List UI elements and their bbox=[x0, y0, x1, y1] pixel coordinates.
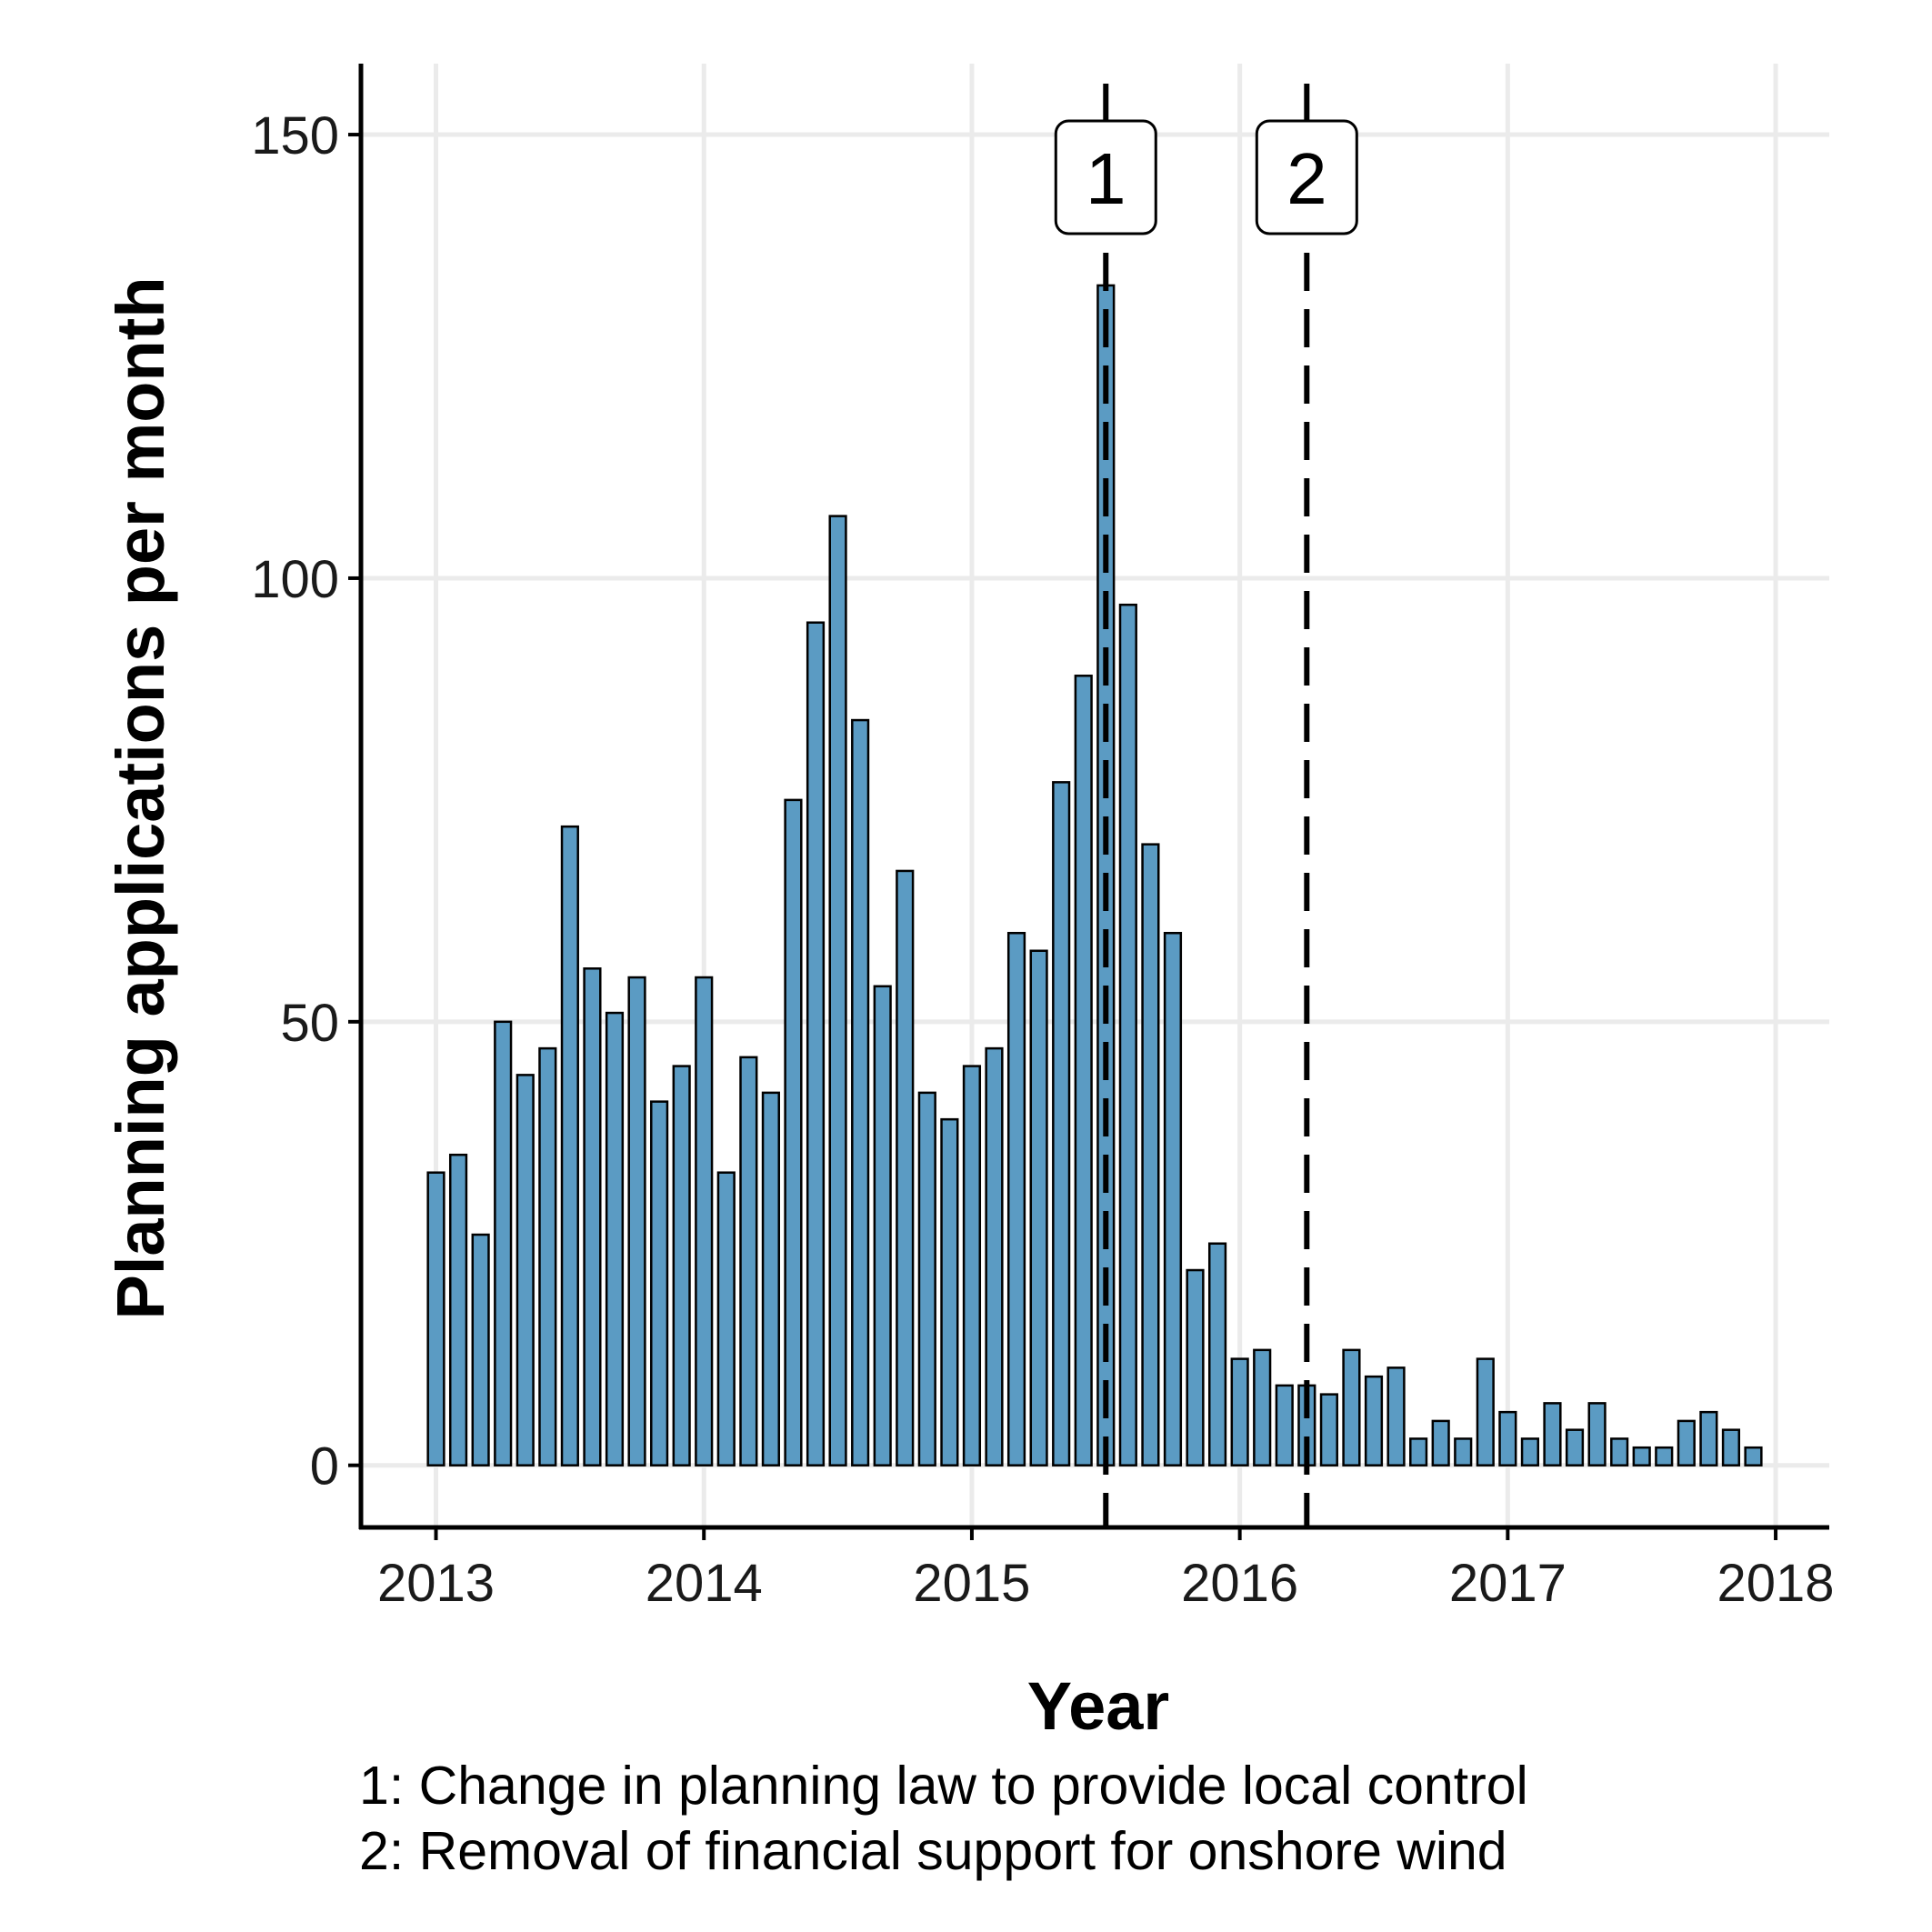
bar bbox=[516, 1074, 535, 1467]
bar bbox=[1721, 1428, 1741, 1467]
x-tick-label: 2013 bbox=[377, 1554, 495, 1613]
bar bbox=[1364, 1375, 1384, 1467]
bar bbox=[627, 976, 646, 1467]
bar bbox=[716, 1171, 736, 1467]
x-tick-label: 2014 bbox=[646, 1554, 763, 1613]
bar bbox=[1632, 1446, 1651, 1467]
bar bbox=[426, 1171, 445, 1467]
bar bbox=[1275, 1384, 1294, 1467]
bar bbox=[1319, 1393, 1338, 1467]
bar bbox=[1543, 1402, 1562, 1467]
bar bbox=[806, 621, 826, 1467]
x-tick-label: 2016 bbox=[1181, 1554, 1298, 1613]
bar bbox=[650, 1100, 669, 1467]
bar bbox=[583, 967, 602, 1467]
bar bbox=[1118, 603, 1137, 1467]
bar bbox=[1431, 1419, 1450, 1467]
bar bbox=[1029, 949, 1048, 1467]
bar bbox=[985, 1046, 1004, 1467]
bar bbox=[962, 1065, 982, 1467]
bar bbox=[1587, 1402, 1607, 1467]
grid-lines bbox=[361, 64, 1829, 1527]
y-tick-label: 150 bbox=[251, 106, 339, 165]
bar bbox=[873, 985, 892, 1467]
y-tick-label: 100 bbox=[251, 550, 339, 609]
bar bbox=[1565, 1428, 1585, 1467]
bar bbox=[448, 1153, 468, 1467]
bar bbox=[494, 1020, 513, 1467]
bar bbox=[1342, 1348, 1361, 1467]
bar bbox=[605, 1011, 625, 1467]
bar bbox=[828, 515, 847, 1467]
axes: 0 50 100 150 2013 2014 2015 2016 2017 2018 bbox=[251, 64, 1835, 1613]
y-axis-title: Planning applications per month bbox=[103, 276, 178, 1319]
x-tick-label: 2018 bbox=[1717, 1554, 1835, 1613]
bar bbox=[538, 1046, 557, 1467]
bar bbox=[471, 1233, 490, 1467]
bar bbox=[1386, 1366, 1406, 1467]
bar bbox=[940, 1117, 959, 1467]
bar bbox=[1677, 1419, 1696, 1467]
bar bbox=[672, 1065, 691, 1467]
event-label-box bbox=[1255, 119, 1358, 235]
bar bbox=[1498, 1410, 1517, 1467]
x-tick-label: 2017 bbox=[1449, 1554, 1567, 1613]
x-axis-title: Year bbox=[1027, 1668, 1169, 1744]
bar bbox=[1520, 1437, 1540, 1467]
y-tick-label: 0 bbox=[310, 1437, 339, 1497]
bar bbox=[1207, 1242, 1227, 1467]
bar bbox=[784, 798, 803, 1467]
bar bbox=[1699, 1410, 1718, 1467]
bar bbox=[917, 1091, 936, 1467]
bars bbox=[426, 284, 1763, 1467]
bar bbox=[1186, 1268, 1205, 1467]
y-tick-label: 50 bbox=[280, 994, 339, 1053]
x-tick-label: 2015 bbox=[913, 1554, 1030, 1613]
bar bbox=[560, 825, 579, 1467]
footnote-2: 2: Removal of financial support for onsh… bbox=[359, 1821, 1507, 1881]
bar bbox=[851, 718, 870, 1467]
bar bbox=[1610, 1437, 1629, 1467]
bar bbox=[1476, 1357, 1495, 1467]
bar bbox=[1409, 1437, 1428, 1467]
footnote-1: 1: Change in planning law to provide loc… bbox=[359, 1756, 1528, 1816]
bar bbox=[739, 1056, 758, 1467]
bar bbox=[1074, 675, 1093, 1467]
bar bbox=[896, 869, 915, 1467]
bar bbox=[1141, 843, 1160, 1467]
bar bbox=[1744, 1446, 1763, 1467]
bar bbox=[1655, 1446, 1674, 1467]
event-label-box bbox=[1054, 119, 1157, 235]
bar bbox=[1052, 781, 1071, 1467]
bar bbox=[1230, 1357, 1249, 1467]
event-label: 2 bbox=[1286, 138, 1327, 219]
bar bbox=[1006, 931, 1026, 1467]
bar bbox=[1454, 1437, 1473, 1467]
bar bbox=[761, 1091, 780, 1467]
bar bbox=[1163, 931, 1183, 1467]
bar bbox=[1253, 1348, 1272, 1467]
bar bbox=[695, 976, 714, 1467]
event-label: 1 bbox=[1086, 138, 1126, 219]
